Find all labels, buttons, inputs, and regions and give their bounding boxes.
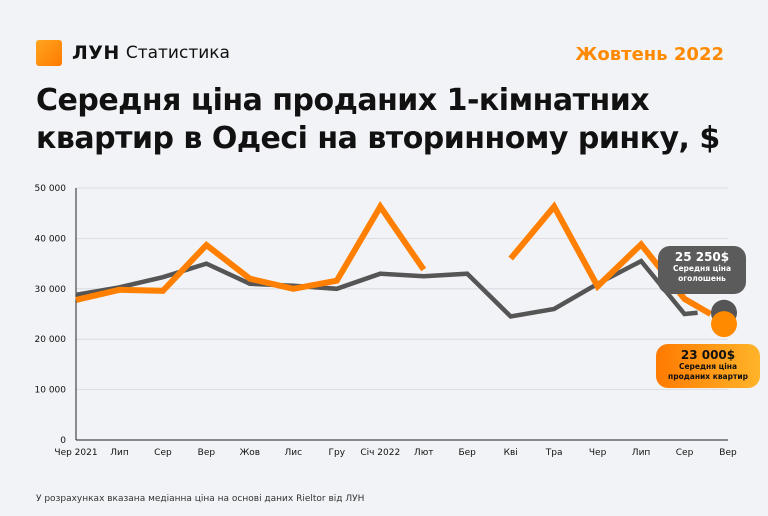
chart-title: Середня ціна проданих 1-кімнатних кварти… (36, 83, 720, 156)
x-tick-label: Жов (240, 448, 261, 458)
x-tick-label: Лис (285, 448, 303, 458)
x-tick-label: Тра (545, 448, 563, 458)
x-tick-label: Кві (504, 448, 518, 458)
x-tick-label: Сер (676, 448, 694, 458)
y-tick-label: 50 000 (35, 184, 67, 194)
y-tick-label: 0 (60, 436, 66, 446)
x-tick-label: Вер (198, 448, 216, 458)
brand-name: ЛУН (72, 42, 120, 64)
brand-subtitle: Статистика (125, 43, 230, 63)
listings-callout-label-2: оголошень (678, 274, 726, 283)
x-tick-label: Вер (719, 448, 737, 458)
series-line-sold (508, 201, 713, 317)
series-line-sold (75, 201, 427, 303)
listings-callout: 25 250$ Середня ціна оголошень (658, 246, 746, 294)
sold-callout-value: 23 000$ (680, 348, 736, 362)
x-tick-label: Бер (458, 448, 476, 458)
x-tick-label: Гру (329, 448, 346, 458)
sold-callout-label-1: Середня ціна (678, 362, 738, 371)
logo-icon (36, 40, 62, 66)
x-tick-label: Лют (414, 448, 434, 458)
x-tick-label: Чер (589, 448, 607, 458)
report-date: Жовтень 2022 (575, 44, 724, 65)
sold-callout-label-2: проданих квартир (668, 372, 748, 381)
x-tick-label: Чер 2021 (54, 448, 97, 458)
x-tick-label: Січ 2022 (360, 448, 400, 458)
listings-callout-label-1: Середня ціна (672, 264, 732, 273)
y-tick-label: 20 000 (35, 335, 67, 345)
x-tick-label: Лип (110, 448, 129, 458)
listings-callout-value: 25 250$ (674, 250, 730, 264)
x-tick-label: Лип (632, 448, 651, 458)
y-tick-label: 40 000 (35, 234, 67, 244)
header: ЛУН Статистика (36, 40, 230, 66)
y-tick-label: 30 000 (35, 285, 67, 295)
sold-callout: 23 000$ Середня ціна проданих квартир (656, 344, 760, 388)
y-tick-label: 10 000 (35, 386, 67, 396)
end-marker-sold (711, 311, 737, 338)
x-tick-label: Сер (154, 448, 172, 458)
footer-note: У розрахунках вказана медіанна ціна на о… (36, 494, 365, 504)
